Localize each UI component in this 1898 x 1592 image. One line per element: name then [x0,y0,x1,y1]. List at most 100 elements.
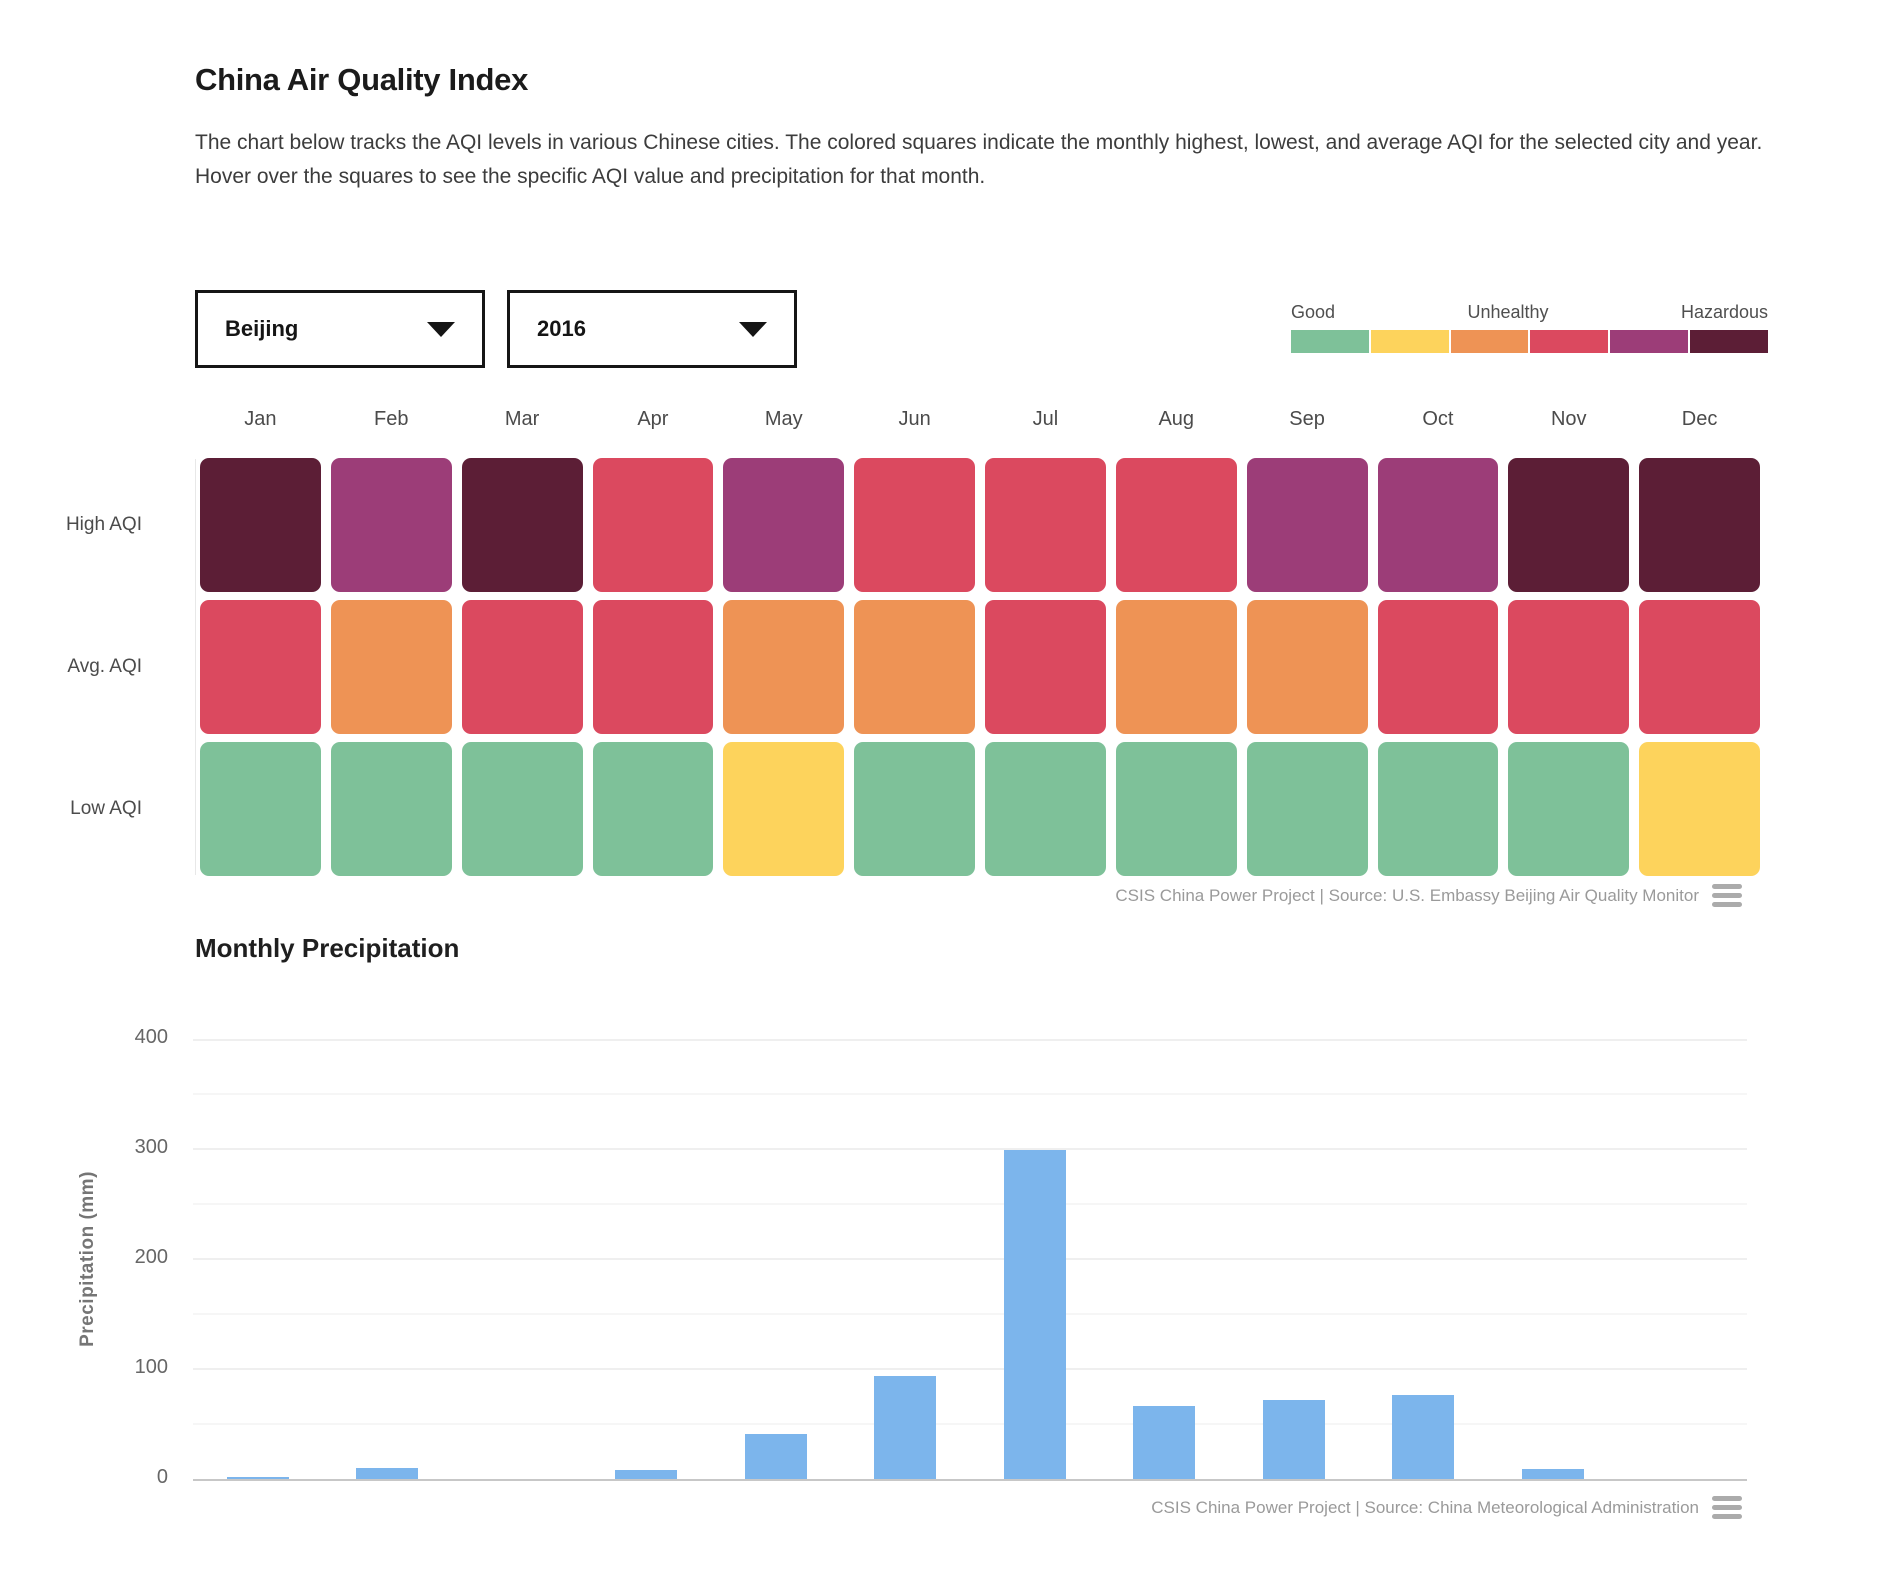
heatmap-month-label: Oct [1422,408,1454,430]
aqi-cell-low-aqi-nov[interactable] [1508,742,1630,876]
heatmap-row-label: Avg. AQI [67,656,142,677]
page-title: China Air Quality Index [195,62,529,97]
major-gridline [193,1368,1747,1370]
aqi-cell-avg-aqi-aug[interactable] [1115,600,1237,734]
precip-bar-may[interactable] [744,1433,807,1479]
minor-gridline [193,1203,1747,1205]
minor-gridline [193,1423,1747,1425]
precip-bar-apr[interactable] [615,1470,678,1479]
chevron-down-icon [739,321,767,337]
precip-bar-jun[interactable] [874,1375,937,1479]
legend-swatch [1291,330,1369,353]
heatmap-month-label: Jan [244,408,277,430]
aqi-cell-low-aqi-sep[interactable] [1246,742,1368,876]
legend-swatch [1450,330,1529,353]
aqi-cell-high-aqi-oct[interactable] [1377,458,1499,592]
precip-bar-aug[interactable] [1133,1406,1196,1479]
city-dropdown[interactable]: Beijing [195,290,485,368]
major-gridline [193,1258,1747,1260]
chart-menu-icon[interactable] [1712,884,1742,907]
chart-menu-icon[interactable] [1712,1496,1742,1519]
precip-bar-oct[interactable] [1392,1395,1455,1479]
heatmap-row-label: Low AQI [70,798,142,819]
aqi-cell-avg-aqi-apr[interactable] [592,600,714,734]
heatmap-month-row: Jan Feb Mar Apr May Jun Jul Aug Sep Oct Nov Dec [200,408,1760,431]
precip-bar-feb[interactable] [356,1468,419,1479]
heatmap-month-label: Jul [1032,408,1059,430]
aqi-cell-low-aqi-jun[interactable] [854,742,975,876]
legend-label-unhealthy: Unhealthy [1467,302,1549,322]
precip-attribution: CSIS China Power Project | Source: China… [1151,1496,1742,1519]
aqi-cell-high-aqi-mar[interactable] [461,458,583,592]
aqi-cell-avg-aqi-sep[interactable] [1246,600,1368,734]
major-gridline [193,1148,1747,1150]
aqi-cell-low-aqi-dec[interactable] [1639,742,1760,876]
aqi-cell-high-aqi-nov[interactable] [1508,458,1630,592]
aqi-cell-avg-aqi-nov[interactable] [1508,600,1630,734]
y-axis-tick-label: 0 [156,1466,168,1488]
heatmap-month-label: Nov [1550,408,1587,430]
year-dropdown-value: 2016 [537,316,586,341]
legend-swatch [1370,330,1449,353]
precip-bar-nov[interactable] [1521,1469,1584,1479]
heatmap-month-label: Feb [374,408,409,430]
aqi-cell-avg-aqi-jan[interactable] [200,600,321,734]
aqi-cell-low-aqi-apr[interactable] [592,742,714,876]
precip-plot: 0 100 200 300 400 [135,1026,1747,1488]
major-gridline [193,1039,1747,1041]
aqi-cell-avg-aqi-feb[interactable] [330,600,452,734]
aqi-cell-avg-aqi-may[interactable] [723,600,845,734]
aqi-cell-low-aqi-jan[interactable] [200,742,321,876]
aqi-cell-avg-aqi-dec[interactable] [1639,600,1760,734]
legend-label-hazardous: Hazardous [1680,302,1768,322]
heatmap-month-label: Apr [637,408,669,430]
aqi-cell-low-aqi-feb[interactable] [330,742,452,876]
controls: Beijing 2016 [195,290,797,368]
precip-bar-jul[interactable] [1003,1150,1066,1479]
aqi-cell-avg-aqi-jun[interactable] [854,600,975,734]
aqi-cell-avg-aqi-mar[interactable] [461,600,583,734]
legend-swatch [1530,330,1609,353]
heatmap-month-label: Aug [1158,408,1195,430]
aqi-cell-high-aqi-sep[interactable] [1246,458,1368,592]
year-dropdown[interactable]: 2016 [507,290,797,368]
aqi-cell-avg-aqi-oct[interactable] [1377,600,1499,734]
heatmap-axis-line [195,459,196,875]
heatmap-month-label: Sep [1289,408,1325,430]
aqi-cell-high-aqi-feb[interactable] [330,458,452,592]
heatmap-month-label: Jun [898,408,931,430]
heatmap-month-label: May [764,408,803,430]
precip-bar-sep[interactable] [1262,1399,1325,1479]
aqi-cell-high-aqi-dec[interactable] [1639,458,1760,592]
page-description: The chart below tracks the AQI levels in… [195,131,1763,188]
aqi-cell-avg-aqi-jul[interactable] [985,600,1106,734]
precip-attribution-text: CSIS China Power Project | Source: China… [1151,1497,1699,1517]
aqi-cell-low-aqi-oct[interactable] [1377,742,1499,876]
city-dropdown-value: Beijing [225,316,299,341]
heatmap-row-labels: High AQI Avg. AQI Low AQI [0,458,142,876]
y-axis-tick-label: 300 [134,1136,168,1158]
aqi-legend-swatches [1291,330,1768,353]
aqi-cell-high-aqi-may[interactable] [723,458,845,592]
precip-yaxis-title: Precipitation (mm) [77,1171,98,1347]
y-axis-tick-label: 200 [134,1246,168,1268]
heatmap-month-label: Dec [1681,408,1718,430]
aqi-cell-high-aqi-jul[interactable] [985,458,1106,592]
heatmap-row-label: High AQI [65,514,142,535]
aqi-cell-low-aqi-aug[interactable] [1115,742,1237,876]
aqi-cell-high-aqi-jan[interactable] [200,458,321,592]
heatmap-grid [200,458,1760,876]
precip-chart-title: Monthly Precipitation [195,933,460,963]
minor-gridline [193,1313,1747,1315]
aqi-cell-low-aqi-jul[interactable] [985,742,1106,876]
legend-swatch [1690,330,1768,353]
aqi-cell-low-aqi-mar[interactable] [461,742,583,876]
aqi-cell-high-aqi-jun[interactable] [854,458,975,592]
y-axis-tick-label: 100 [134,1356,168,1378]
aqi-legend-labels: Good Unhealthy Hazardous [1291,302,1768,323]
aqi-cell-high-aqi-apr[interactable] [592,458,714,592]
precip-bar-jan[interactable] [226,1476,289,1479]
legend-swatch [1610,330,1689,353]
aqi-cell-low-aqi-may[interactable] [723,742,845,876]
aqi-cell-high-aqi-aug[interactable] [1115,458,1237,592]
